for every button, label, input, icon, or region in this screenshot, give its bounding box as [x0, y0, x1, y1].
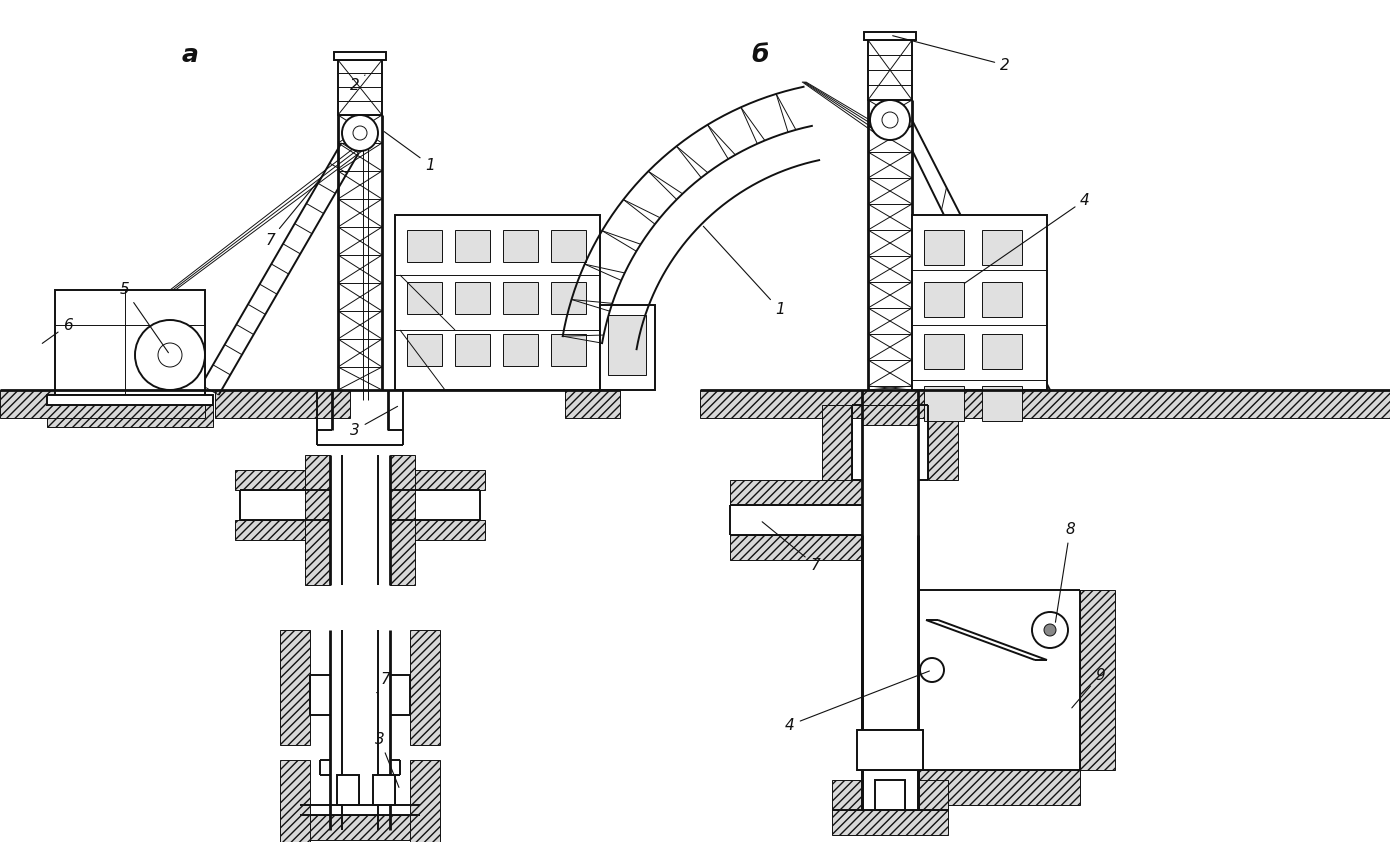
Bar: [503, 334, 538, 366]
Bar: [279, 630, 310, 745]
Circle shape: [920, 658, 944, 682]
Bar: [550, 334, 587, 366]
Bar: [701, 390, 1390, 418]
Bar: [47, 395, 213, 405]
Bar: [235, 470, 329, 490]
Circle shape: [342, 115, 378, 151]
Bar: [291, 815, 430, 840]
Bar: [1080, 590, 1115, 770]
Bar: [395, 215, 600, 390]
Bar: [336, 775, 359, 805]
Text: 3: 3: [350, 407, 398, 438]
Bar: [981, 282, 1022, 317]
Bar: [550, 282, 587, 314]
Bar: [981, 386, 1022, 421]
Bar: [929, 405, 958, 480]
Bar: [874, 780, 905, 810]
Bar: [1042, 622, 1058, 638]
Text: 7: 7: [377, 673, 389, 693]
Text: 9: 9: [1072, 668, 1105, 708]
Text: 3: 3: [375, 733, 399, 787]
Circle shape: [353, 126, 367, 140]
Bar: [391, 470, 485, 490]
Text: 4: 4: [965, 193, 1090, 284]
Bar: [410, 630, 441, 745]
Circle shape: [1044, 624, 1056, 636]
Text: б: б: [751, 43, 769, 67]
Bar: [373, 775, 395, 805]
Text: 2: 2: [350, 75, 366, 93]
Bar: [407, 282, 442, 314]
Bar: [730, 535, 862, 560]
Bar: [981, 334, 1022, 369]
Text: 7: 7: [762, 522, 820, 573]
Bar: [917, 780, 948, 810]
Bar: [924, 386, 965, 421]
Bar: [410, 760, 441, 842]
Text: 4: 4: [785, 671, 930, 733]
Bar: [924, 334, 965, 369]
Bar: [924, 230, 965, 265]
Text: 1: 1: [384, 131, 435, 173]
Bar: [0, 390, 204, 418]
Text: 2: 2: [892, 35, 1011, 72]
Bar: [235, 520, 329, 540]
Bar: [862, 405, 917, 425]
Bar: [730, 480, 862, 505]
Text: 5: 5: [120, 283, 168, 353]
Bar: [407, 334, 442, 366]
Bar: [833, 780, 862, 810]
Bar: [334, 52, 386, 60]
Bar: [455, 334, 491, 366]
Text: 6: 6: [42, 317, 72, 344]
Bar: [304, 455, 329, 585]
Bar: [564, 390, 620, 418]
Bar: [455, 230, 491, 262]
Circle shape: [883, 112, 898, 128]
Bar: [391, 455, 416, 585]
Bar: [600, 305, 655, 390]
Bar: [607, 315, 646, 375]
Bar: [373, 775, 395, 805]
Text: 8: 8: [1055, 523, 1074, 622]
Bar: [455, 282, 491, 314]
Bar: [981, 230, 1022, 265]
Bar: [912, 215, 1047, 390]
Bar: [503, 282, 538, 314]
Bar: [865, 32, 916, 40]
Circle shape: [870, 100, 910, 140]
Bar: [550, 230, 587, 262]
Bar: [858, 730, 923, 770]
Circle shape: [135, 320, 204, 390]
Circle shape: [158, 343, 182, 367]
Bar: [917, 770, 1080, 805]
Bar: [338, 60, 382, 115]
Bar: [858, 730, 923, 770]
Text: 1: 1: [703, 226, 785, 317]
Bar: [279, 760, 310, 842]
Bar: [407, 230, 442, 262]
Bar: [56, 290, 204, 395]
Bar: [47, 405, 213, 427]
Text: 7: 7: [265, 175, 324, 248]
Text: а: а: [182, 43, 199, 67]
Bar: [215, 390, 350, 418]
Bar: [336, 775, 359, 805]
Bar: [874, 780, 905, 810]
Bar: [867, 40, 912, 100]
Circle shape: [1031, 612, 1068, 648]
Bar: [391, 520, 485, 540]
Bar: [924, 282, 965, 317]
Bar: [833, 810, 948, 835]
Bar: [821, 405, 852, 480]
Bar: [503, 230, 538, 262]
